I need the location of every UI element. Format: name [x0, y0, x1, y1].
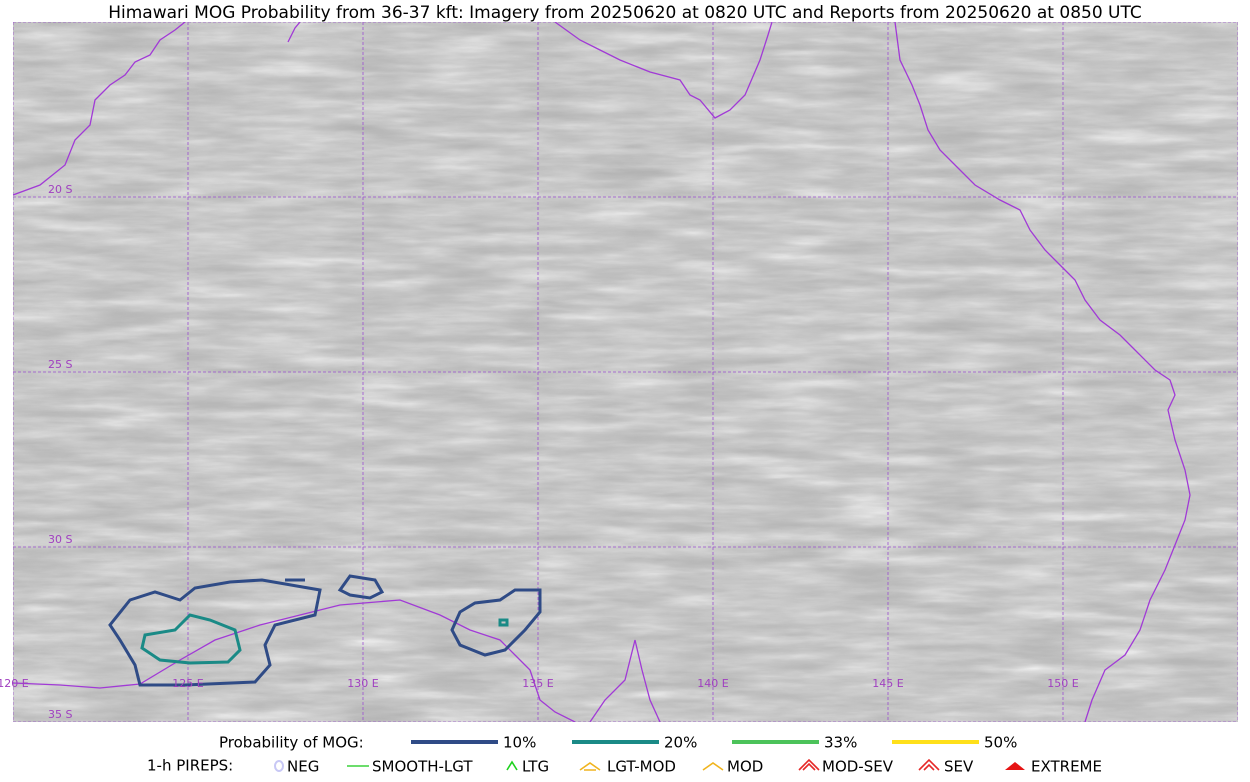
legend-label: 33%: [824, 734, 857, 752]
legend-label: 20%: [664, 734, 697, 752]
legend-label: SMOOTH-LGT: [372, 758, 473, 776]
pirep-icon: [506, 760, 518, 771]
legend-label: MOD: [727, 758, 763, 776]
longitude-label: 150 E: [1047, 677, 1078, 690]
longitude-label: 140 E: [697, 677, 728, 690]
latitude-label: 20 S: [48, 183, 72, 196]
pirep-icon: [798, 758, 820, 771]
title: Himawari MOG Probability from 36-37 kft:…: [108, 3, 1142, 23]
pirep-icon: [918, 758, 940, 771]
longitude-label: 145 E: [872, 677, 903, 690]
longitude-label: 130 E: [347, 677, 378, 690]
legend-label: 50%: [984, 734, 1017, 752]
longitude-label: 135 E: [522, 677, 553, 690]
graticule: [13, 22, 1238, 722]
legend-label: LTG: [522, 758, 549, 776]
map: 20 S 25 S 30 S 35 S: [13, 22, 1238, 722]
latitude-label: 25 S: [48, 358, 72, 371]
legend-label: EXTREME: [1031, 758, 1102, 776]
legend-title: Probability of MOG:: [219, 734, 364, 752]
longitude-label: 120 E: [0, 677, 29, 690]
latitude-label: 35 S: [48, 708, 72, 721]
legend-label: NEG: [287, 758, 319, 776]
mog-contour-20: [140, 613, 509, 665]
pirep-icon: [1005, 762, 1025, 770]
coastline: [287, 22, 773, 119]
legend-label: 10%: [503, 734, 536, 752]
legend-label: MOD-SEV: [822, 758, 894, 776]
legend-label: SEV: [944, 758, 974, 776]
coastline: [894, 22, 1191, 722]
coastline: [13, 22, 186, 196]
pirep-icon: [579, 762, 601, 771]
legend-title: 1-h PIREPS:: [147, 757, 233, 775]
longitude-label: 125 E: [172, 677, 203, 690]
latitude-label: 30 S: [48, 533, 72, 546]
pirep-icon: [274, 760, 284, 772]
mog-contour-10: [108, 574, 542, 687]
legend-label: LGT-MOD: [607, 758, 676, 776]
legend: Probability of MOG: 10% 20% 33% 50% 1-h PIREP…: [147, 734, 1102, 776]
pirep-icon: [702, 762, 724, 771]
coastline: [13, 599, 661, 722]
